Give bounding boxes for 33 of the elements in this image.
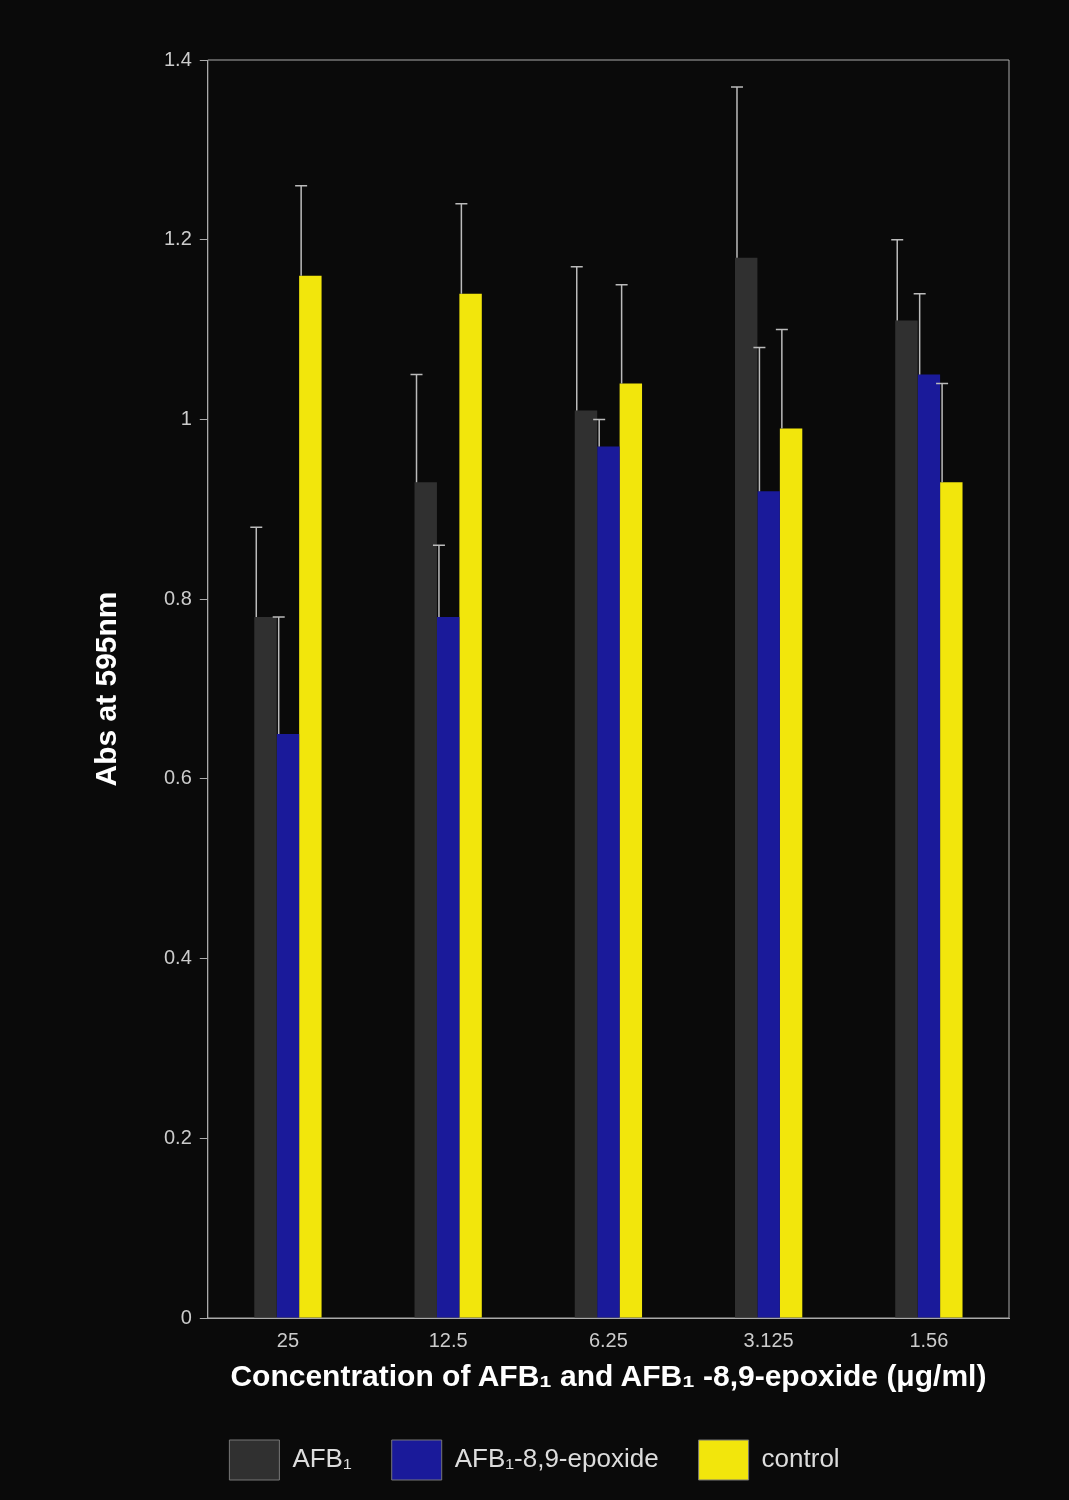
legend-label: AFB₁-8,9-epoxide (454, 1443, 659, 1474)
y-tick-label: 0.6 (163, 766, 192, 789)
bar (276, 733, 300, 1318)
x-tick-label: 6.25 (588, 1328, 628, 1351)
bar (895, 320, 918, 1318)
y-tick-label: 0.4 (163, 946, 192, 969)
y-axis-title: Abs at 595nm (89, 591, 123, 787)
bar (414, 482, 437, 1318)
bar (734, 257, 758, 1318)
bar (597, 446, 620, 1318)
bar (757, 491, 780, 1318)
y-tick-label: 1.2 (163, 227, 192, 250)
bar (574, 410, 598, 1318)
bar (940, 482, 963, 1318)
y-tick-label: 1 (180, 406, 192, 429)
bar (917, 374, 941, 1318)
bar (619, 383, 643, 1318)
x-tick-label: 1.56 (909, 1328, 949, 1351)
x-tick-label: 12.5 (428, 1328, 468, 1351)
y-tick-label: 0.8 (163, 586, 192, 609)
bar (779, 428, 803, 1318)
y-tick-label: 1.4 (163, 47, 192, 70)
y-tick-label: 0 (180, 1305, 192, 1328)
y-tick-label: 0.2 (163, 1125, 192, 1148)
x-tick-label: 25 (276, 1328, 300, 1351)
legend-label: control (761, 1443, 840, 1474)
x-tick-label: 3.125 (743, 1328, 794, 1351)
bar (254, 617, 277, 1318)
x-axis-title: Concentration of AFB₁ and AFB₁ -8,9-epoxide (μg/ml) (230, 1359, 987, 1393)
legend-label: AFB₁ (292, 1443, 352, 1474)
bar (436, 617, 460, 1318)
bar (299, 275, 322, 1318)
bar (459, 293, 482, 1318)
